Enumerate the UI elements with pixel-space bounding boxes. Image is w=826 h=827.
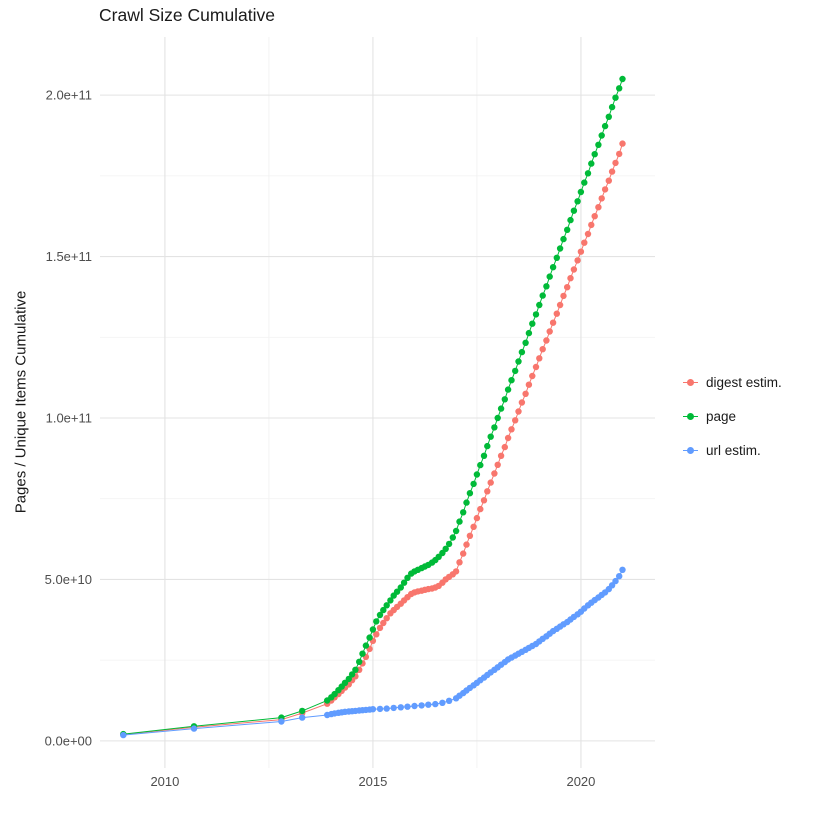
legend-key-page-icon: [683, 413, 698, 420]
legend-entry-url-estim: url estim.: [682, 442, 782, 459]
legend-key-url-icon: [683, 447, 698, 454]
svg-text:2010: 2010: [150, 774, 179, 789]
legend: digest estim. page url estim.: [682, 374, 782, 459]
svg-text:5.0e+10: 5.0e+10: [45, 572, 92, 587]
svg-text:2020: 2020: [566, 774, 595, 789]
svg-text:1.5e+11: 1.5e+11: [46, 249, 92, 264]
legend-entry-digest-estim: digest estim.: [682, 374, 782, 391]
svg-text:1.0e+11: 1.0e+11: [46, 410, 92, 425]
legend-key-digest-icon: [683, 379, 698, 386]
svg-text:2015: 2015: [358, 774, 387, 789]
legend-label-page: page: [706, 409, 737, 424]
legend-label-digest-estim: digest estim.: [706, 375, 782, 390]
legend-entry-page: page: [682, 408, 782, 425]
chart-title: Crawl Size Cumulative: [99, 5, 276, 25]
legend-label-url-estim: url estim.: [706, 443, 761, 458]
svg-text:2.0e+11: 2.0e+11: [46, 88, 92, 103]
svg-text:0.0e+00: 0.0e+00: [45, 733, 92, 748]
